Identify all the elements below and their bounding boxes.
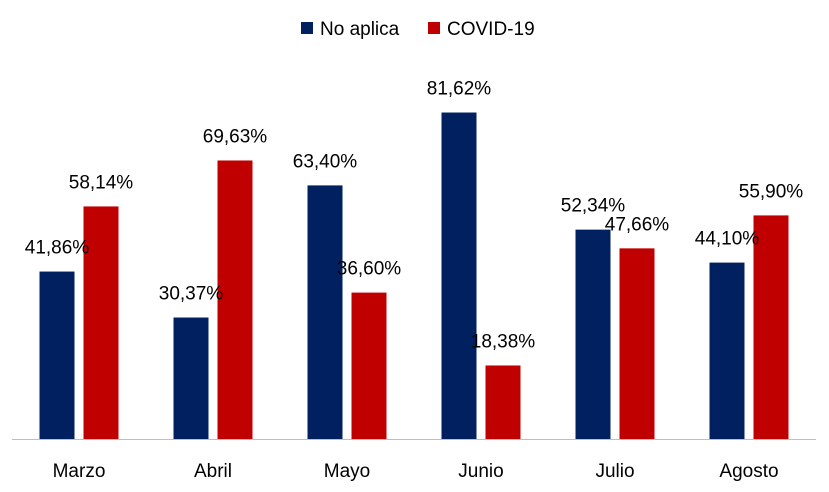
data-label-abril-covid-19: 69,63%: [203, 126, 268, 147]
bar-julio-covid-19: [619, 248, 655, 439]
legend-label-1: No aplica: [320, 19, 400, 40]
data-label-mayo-no-aplica: 63,40%: [293, 151, 358, 172]
bar-julio-no-aplica: [575, 229, 611, 439]
bar-marzo-no-aplica: [39, 271, 75, 439]
data-label-junio-no-aplica: 81,62%: [427, 79, 492, 100]
bar-junio-no-aplica: [441, 112, 477, 440]
x-tick-label-junio: Junio: [458, 461, 503, 482]
bar-mayo-covid-19: [351, 292, 387, 439]
data-label-agosto-covid-19: 55,90%: [739, 181, 804, 202]
data-label-mayo-covid-19: 36,60%: [337, 259, 402, 280]
bar-junio-covid-19: [485, 365, 521, 439]
data-label-marzo-no-aplica: 41,86%: [25, 238, 90, 259]
x-tick-labels: Marzo Abril Mayo Junio Julio Agosto: [53, 461, 779, 482]
bar-abril-covid-19: [217, 160, 253, 440]
bars: [39, 112, 789, 440]
x-tick-label-mayo: Mayo: [324, 461, 370, 482]
data-label-junio-covid-19: 18,38%: [471, 331, 536, 352]
bar-agosto-covid-19: [753, 215, 789, 439]
data-labels: 41,86% 58,14% 30,37% 69,63% 63,40% 36,60% 81,6…: [25, 79, 804, 353]
legend-label-2: COVID-19: [447, 19, 535, 40]
data-label-marzo-covid-19: 58,14%: [69, 172, 134, 193]
data-label-abril-no-aplica: 30,37%: [159, 284, 224, 305]
legend: No aplica COVID-19: [301, 19, 535, 40]
legend-swatch-2: [428, 22, 440, 34]
data-label-julio-no-aplica: 52,34%: [561, 196, 626, 217]
data-label-julio-covid-19: 47,66%: [605, 214, 670, 235]
x-tick-label-agosto: Agosto: [719, 461, 778, 482]
x-tick-label-marzo: Marzo: [53, 461, 106, 482]
bar-agosto-no-aplica: [709, 262, 745, 439]
x-tick-label-julio: Julio: [595, 461, 634, 482]
data-label-agosto-no-aplica: 44,10%: [695, 229, 760, 250]
bar-abril-no-aplica: [173, 317, 209, 439]
bar-mayo-no-aplica: [307, 185, 343, 439]
bar-marzo-covid-19: [83, 206, 119, 439]
x-tick-label-abril: Abril: [194, 461, 232, 482]
legend-swatch-1: [301, 22, 313, 34]
